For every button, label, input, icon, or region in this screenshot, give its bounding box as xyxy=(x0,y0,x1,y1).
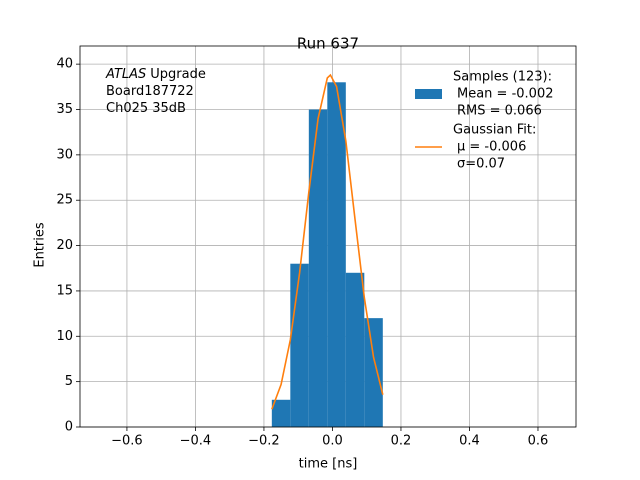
legend-label: RMS = 0.066 xyxy=(457,104,542,119)
y-tick-label: 40 xyxy=(56,57,73,72)
legend-label: Samples (123): xyxy=(453,70,552,85)
annotation-text: Upgrade xyxy=(150,67,206,82)
y-tick-label: 10 xyxy=(56,329,73,344)
annotation: Board187722 xyxy=(106,84,194,99)
annotation-text: ATLAS xyxy=(105,67,146,82)
legend-label: σ=0.07 xyxy=(457,157,505,172)
histogram-bar xyxy=(345,272,365,427)
y-tick-label: 25 xyxy=(56,193,73,208)
histogram-bar xyxy=(308,109,328,427)
y-tick-label: 30 xyxy=(56,147,73,162)
x-tick-label: −0.2 xyxy=(248,434,280,449)
annotation: Ch025 35dB xyxy=(106,101,186,116)
fit-line xyxy=(271,73,384,410)
legend-label: Mean = -0.002 xyxy=(457,87,553,102)
histogram-bar xyxy=(290,263,309,427)
x-tick-label: 0.6 xyxy=(528,434,549,449)
legend-swatch xyxy=(415,89,442,99)
x-tick-label: 0.4 xyxy=(459,434,480,449)
y-tick-label: 35 xyxy=(56,102,73,117)
y-tick-label: 0 xyxy=(65,420,73,435)
x-tick-label: −0.4 xyxy=(180,434,212,449)
x-tick-label: 0.0 xyxy=(322,434,343,449)
histogram-bar xyxy=(271,399,291,427)
annotation-text: Ch025 35dB xyxy=(106,101,186,116)
annotation: ATLAS Upgrade xyxy=(105,67,206,82)
histogram-bar xyxy=(327,82,346,428)
y-axis-label: Entries xyxy=(33,222,48,268)
axes-frame xyxy=(79,45,577,428)
y-tick-label: 5 xyxy=(65,374,73,389)
legend-label: Gaussian Fit: xyxy=(453,123,536,138)
x-axis-label: time [ns] xyxy=(299,457,358,472)
chart-title: Run 637 xyxy=(297,35,359,53)
y-tick-label: 20 xyxy=(56,238,73,253)
annotation-text: Board187722 xyxy=(106,84,194,99)
x-tick-label: −0.6 xyxy=(111,434,143,449)
x-tick-label: 0.2 xyxy=(391,434,412,449)
histogram-bar xyxy=(364,318,383,427)
legend-label: μ = -0.006 xyxy=(457,140,526,155)
y-tick-label: 15 xyxy=(56,283,73,298)
